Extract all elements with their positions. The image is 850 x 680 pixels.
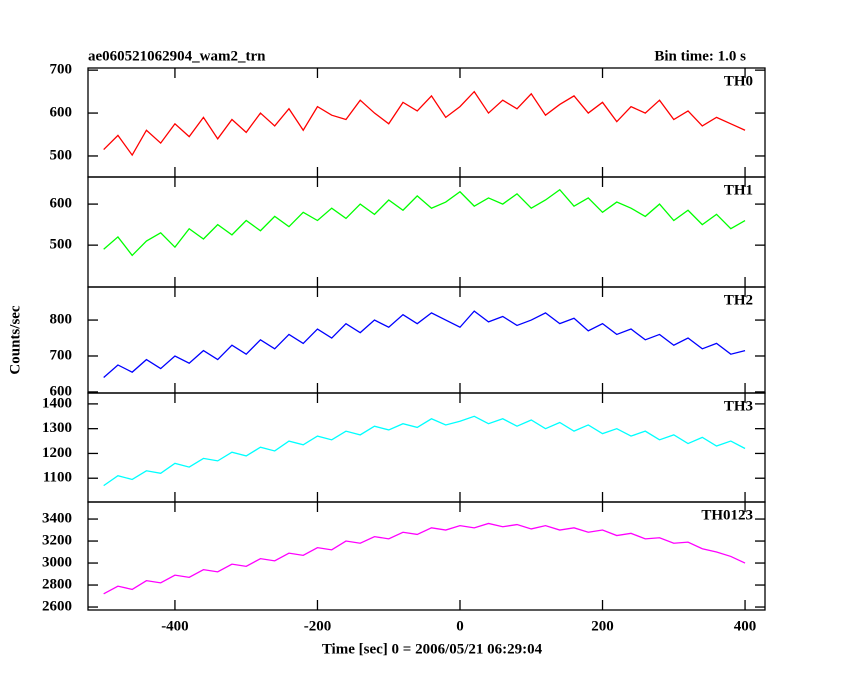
y-tick-label: 1100 — [43, 470, 72, 486]
y-tick-label: 3400 — [42, 510, 72, 526]
data-line — [103, 90, 746, 157]
y-tick-label: 600 — [50, 383, 73, 399]
y-tick-label: 800 — [50, 311, 73, 327]
y-tick-label: 2800 — [42, 576, 72, 592]
data-line — [103, 522, 746, 595]
y-tick-label: 2600 — [42, 598, 72, 614]
panel-label: TH1 — [724, 182, 753, 198]
panel-label: TH0 — [724, 73, 753, 89]
panel-frame — [87, 501, 766, 611]
panel-label: TH2 — [724, 292, 753, 308]
y-tick-label: 600 — [50, 196, 73, 212]
panel-frame — [87, 392, 766, 503]
panel-frame — [87, 286, 766, 394]
y-tick-label: 700 — [50, 347, 73, 363]
bin-time: Bin time: 1.0 s — [654, 48, 746, 64]
data-line — [103, 188, 746, 257]
y-tick-label: 3000 — [42, 554, 72, 570]
x-axis-label: Time [sec] 0 = 2006/05/21 06:29:04 — [322, 641, 543, 657]
data-line — [103, 415, 746, 487]
x-tick-label: -200 — [304, 618, 332, 634]
y-tick-label: 1300 — [42, 420, 72, 436]
x-tick-label: 200 — [591, 618, 614, 634]
y-tick-label: 3200 — [42, 532, 72, 548]
y-tick-label: 500 — [50, 147, 73, 163]
chart-title: ae060521062904_wam2_trn — [88, 48, 266, 64]
panel-label: TH3 — [724, 398, 753, 414]
panel-label: TH0123 — [701, 507, 753, 523]
y-tick-label: 600 — [50, 104, 73, 120]
data-line — [103, 310, 746, 379]
x-tick-label: 0 — [456, 618, 464, 634]
y-tick-label: 500 — [50, 237, 73, 253]
x-tick-label: -400 — [161, 618, 189, 634]
panel-frame — [87, 67, 766, 178]
y-tick-label: 700 — [50, 62, 73, 78]
y-tick-label: 1400 — [42, 395, 72, 411]
panel-frame — [87, 176, 766, 288]
y-tick-label: 1200 — [42, 445, 72, 461]
y-axis-label: Counts/sec — [7, 305, 23, 375]
x-tick-label: 400 — [734, 618, 757, 634]
